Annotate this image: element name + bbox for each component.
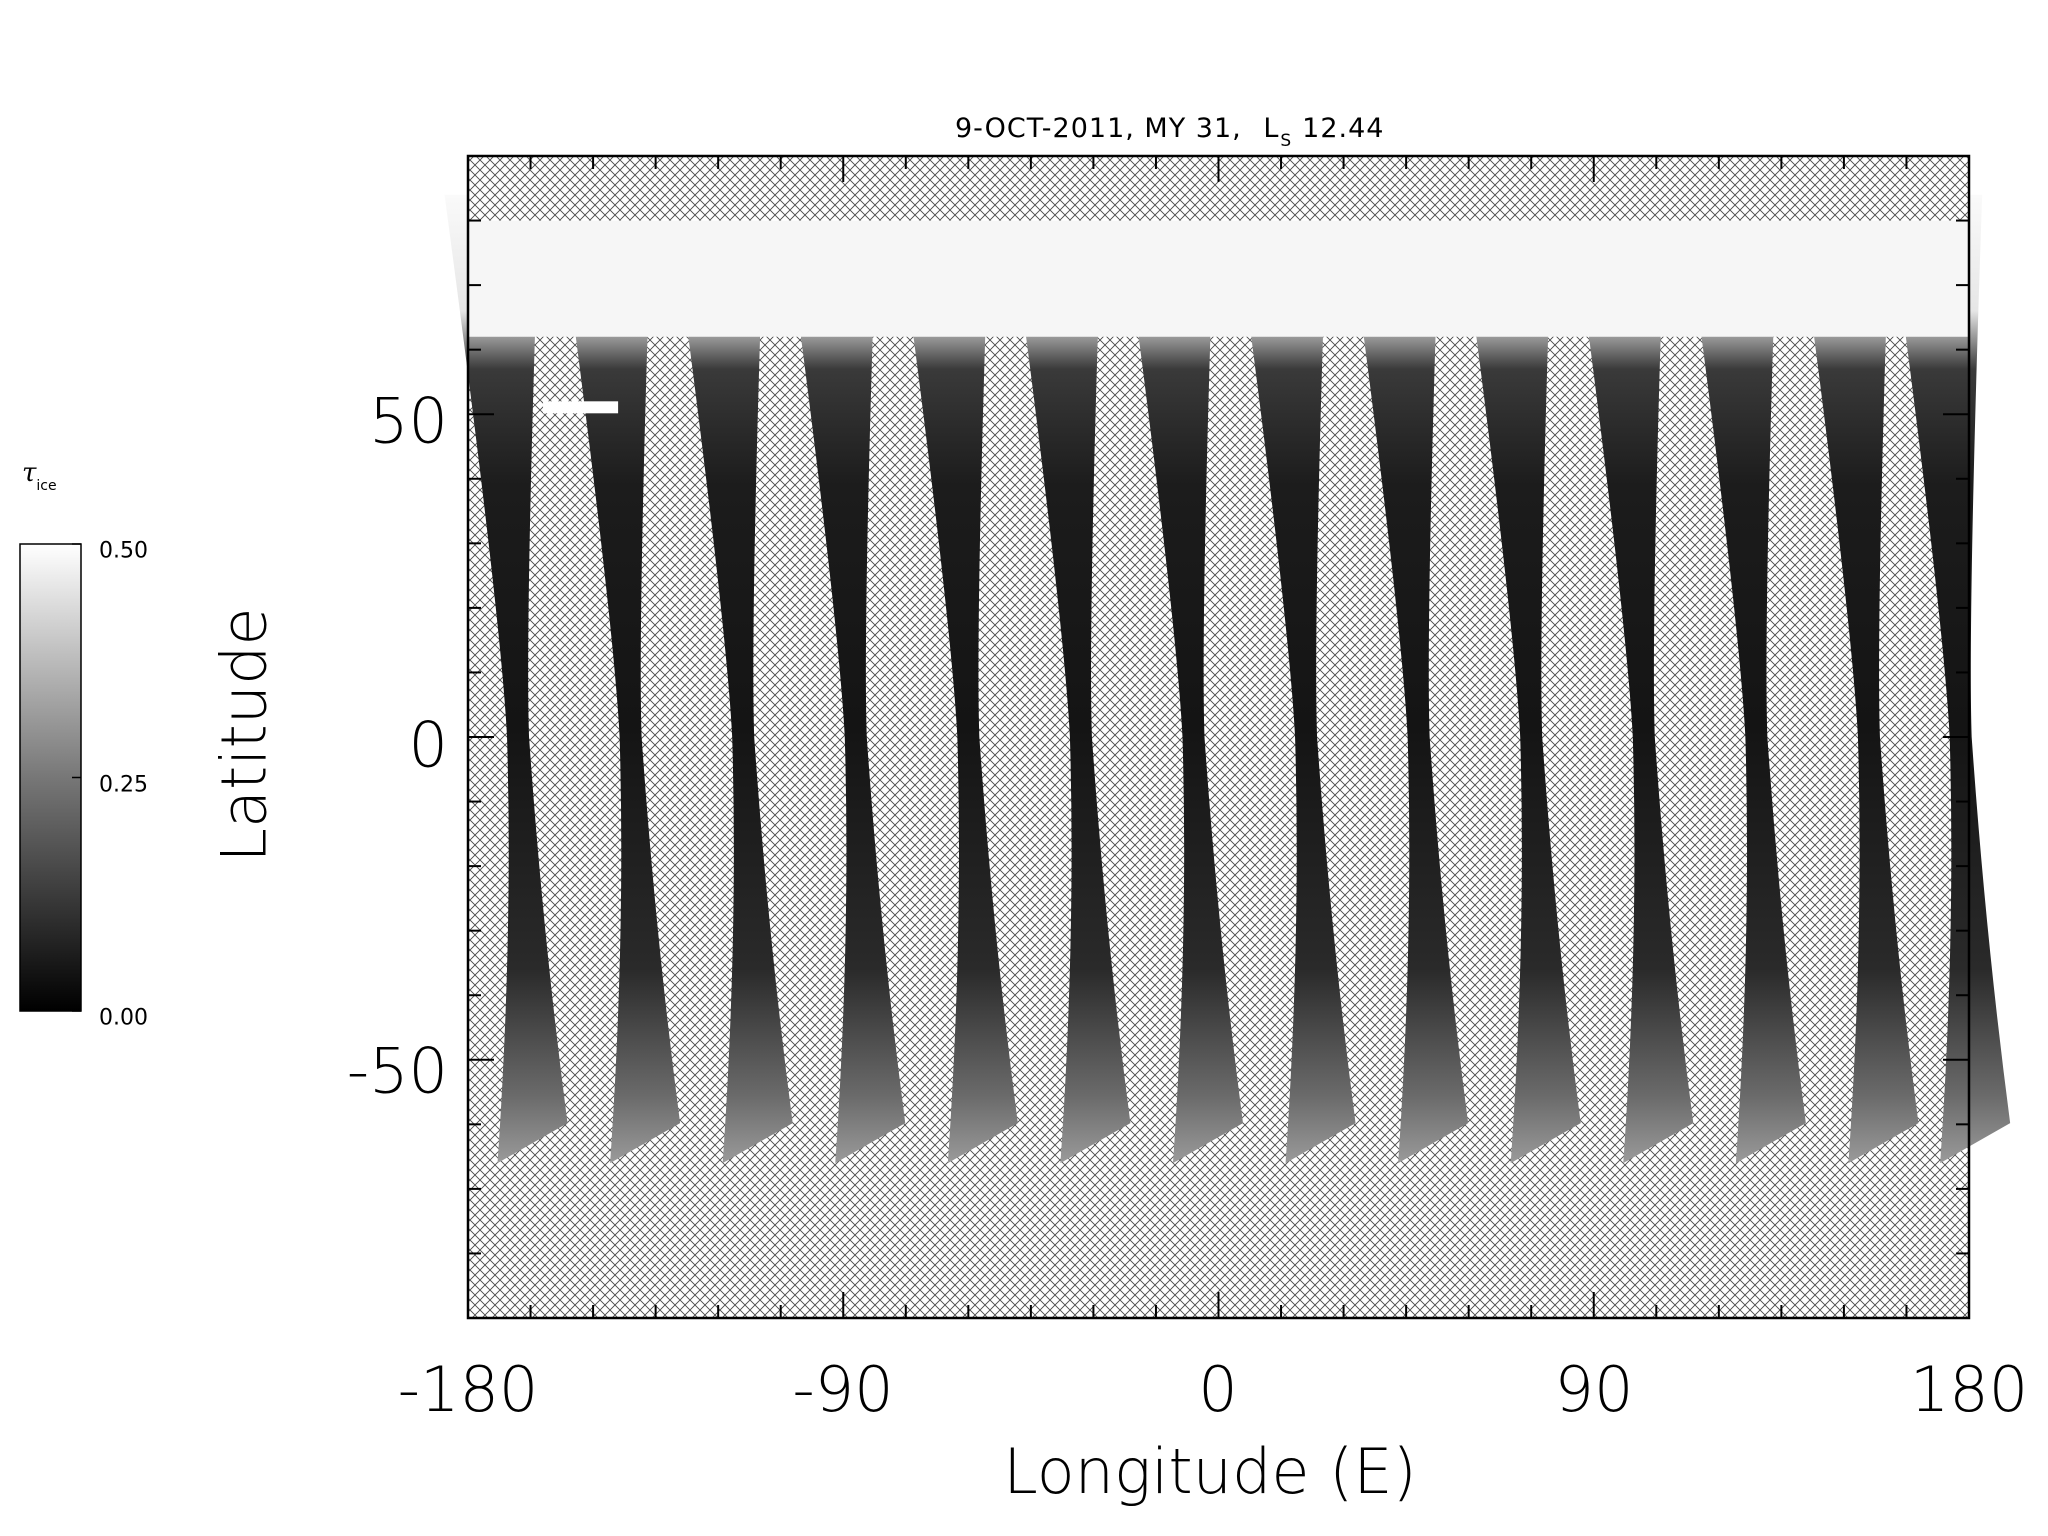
orbit-swath: [1119, 194, 1243, 1164]
x-tick-label: -90: [792, 1353, 894, 1426]
orbit-swath: [1682, 194, 1806, 1164]
north-polar-band: [468, 220, 1969, 337]
axes-frame: [466, 154, 1971, 1320]
x-tick-label: 180: [1909, 1353, 2029, 1426]
y-axis-label: Latitude: [207, 607, 281, 863]
orbit-swath: [1232, 194, 1356, 1164]
x-axis-label: Longitude (E): [1003, 1435, 1417, 1508]
y-tick-label: 0: [408, 708, 448, 782]
colorbar-label: 0.50: [99, 538, 148, 564]
colorbar-title-symbol: τ: [22, 458, 37, 488]
title-ls-subscript: S: [1280, 131, 1293, 151]
orbit-swath: [1007, 194, 1131, 1164]
y-tick-label: 50: [369, 384, 448, 458]
data-gap: [543, 401, 619, 414]
colorbar-title-subscript: ice: [36, 478, 57, 494]
orbit-swath: [669, 194, 793, 1164]
orbit-swath: [557, 194, 681, 1164]
colorbar-label: 0.25: [99, 772, 148, 798]
orbit-swath: [1570, 194, 1694, 1164]
orbit-swath: [894, 194, 1018, 1164]
x-tick-label: 90: [1554, 1353, 1634, 1426]
x-tick-label: -180: [397, 1353, 539, 1426]
title-ls-value: 12.44: [1302, 113, 1385, 144]
orbit-swath: [1795, 194, 1919, 1164]
colorbar-label: 0.00: [99, 1005, 148, 1031]
colorbar-gradient: [19, 543, 82, 1012]
title-ls: L: [1263, 113, 1280, 144]
plot-area: [444, 156, 2011, 1318]
orbit-swath: [444, 194, 568, 1164]
colorbar-title: τice: [22, 458, 57, 494]
map-title: 9-OCT-2011, MY 31, LS 12.44: [955, 113, 1385, 151]
orbit-swath: [1457, 194, 1581, 1164]
y-tick-label: -50: [346, 1034, 448, 1108]
orbit-swath: [1345, 194, 1469, 1164]
orbit-swath: [782, 194, 906, 1164]
title-date: 9-OCT-2011, MY 31,: [955, 113, 1242, 144]
orbit-swath: [1887, 194, 2011, 1164]
x-tick-label: 0: [1198, 1353, 1238, 1426]
colorbar: [19, 543, 82, 1012]
